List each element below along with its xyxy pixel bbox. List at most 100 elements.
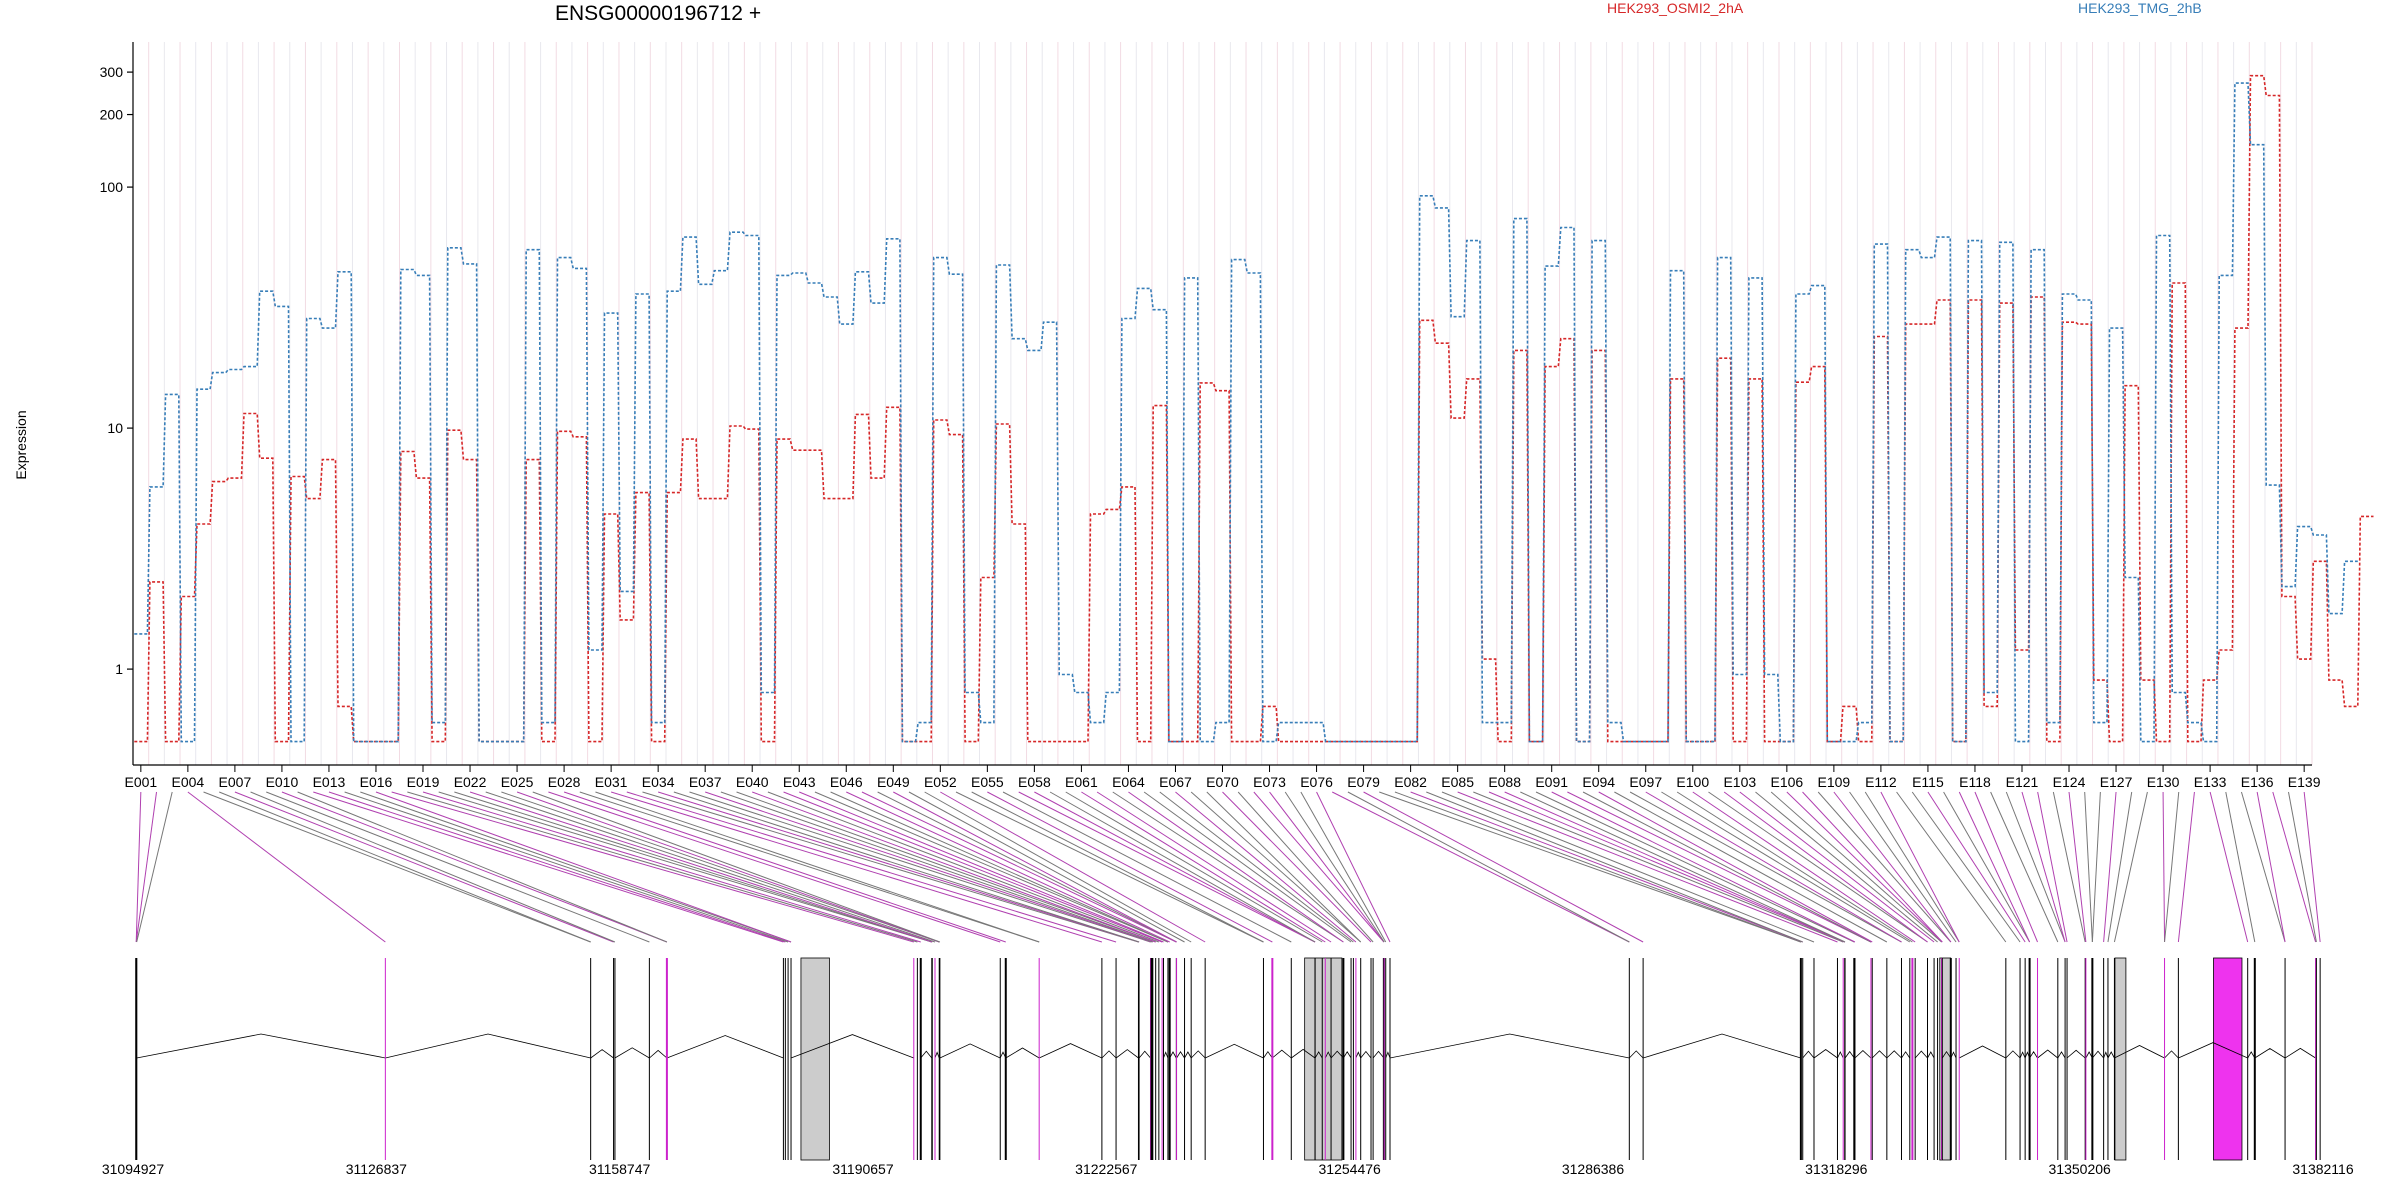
- connector-line: [2162, 791, 2166, 943]
- gene-model: [135, 957, 2321, 1161]
- connector-line: [2256, 791, 2286, 943]
- x-tick-label: E004: [172, 774, 205, 790]
- connector-line: [658, 791, 1140, 943]
- x-tick-label: E118: [1959, 774, 1991, 790]
- connector-line: [736, 791, 1156, 943]
- connector-line: [391, 791, 914, 943]
- connector-line: [1488, 791, 1845, 943]
- connector-line: [2164, 791, 2180, 943]
- coord-label: 31350206: [2049, 1161, 2112, 1177]
- x-tick-label: E007: [219, 774, 252, 790]
- connector-line: [1708, 791, 1928, 943]
- connector-line: [1002, 791, 1292, 943]
- connector-line: [1206, 791, 1362, 943]
- x-tick-label: E076: [1300, 774, 1333, 790]
- x-tick-label: E103: [1723, 774, 1756, 790]
- connector-line: [814, 791, 1169, 943]
- connector-line: [2113, 791, 2148, 943]
- connector-line: [924, 791, 1192, 943]
- x-tick-label: E037: [689, 774, 722, 790]
- connector-line: [1896, 791, 2007, 943]
- x-tick-label: E136: [2241, 774, 2274, 790]
- x-tick-label: E133: [2194, 774, 2227, 790]
- x-tick-label: E058: [1018, 774, 1051, 790]
- connector-line: [1394, 791, 1802, 943]
- legend-series-1: HEK293_OSMI2_2hA: [1607, 0, 1744, 16]
- connector-line: [1096, 791, 1332, 943]
- connector-line: [1520, 791, 1846, 943]
- connector-line: [1112, 791, 1344, 943]
- x-tick-label: E121: [2006, 774, 2039, 790]
- connector-line: [1692, 791, 1916, 943]
- x-tick-label: E013: [313, 774, 346, 790]
- connector-line: [1990, 791, 2059, 943]
- coord-label: 31382116: [2292, 1161, 2353, 1177]
- x-tick-label: E070: [1206, 774, 1239, 790]
- connector-line: [1190, 791, 1362, 943]
- exon-block: [2213, 957, 2243, 1161]
- x-tick-label: E079: [1347, 774, 1380, 790]
- connector-line: [2177, 791, 2195, 943]
- connector-line: [861, 791, 1177, 943]
- connector-line: [297, 791, 668, 943]
- connector-line: [516, 791, 940, 943]
- connector-line: [1253, 791, 1385, 943]
- connector-line: [940, 791, 1206, 943]
- connector-line: [1880, 791, 1960, 943]
- connector-line: [1849, 791, 1957, 943]
- connector-line: [752, 791, 1156, 943]
- connector-line: [532, 791, 941, 943]
- connector-line: [610, 791, 1103, 943]
- connector-line: [1802, 791, 1943, 943]
- connector-line: [360, 791, 792, 943]
- x-tick-label: E124: [2053, 774, 2086, 790]
- connector-line: [469, 791, 933, 943]
- connector-line: [2272, 791, 2317, 943]
- x-tick-label: E109: [1818, 774, 1851, 790]
- connector-line: [234, 791, 614, 943]
- connector-line: [1974, 791, 2038, 943]
- chart-title: ENSG00000196712 +: [555, 2, 762, 25]
- connector-line: [767, 791, 1160, 943]
- connector-line: [250, 791, 616, 943]
- connector-line: [1457, 791, 1838, 943]
- connector-line: [1755, 791, 1938, 943]
- x-tick-label: E061: [1065, 774, 1098, 790]
- x-tick-label: E043: [783, 774, 816, 790]
- connector-line: [1723, 791, 1928, 943]
- connector-line: [1363, 791, 1644, 943]
- coord-label: 31158747: [589, 1161, 650, 1177]
- connector-line: [1269, 791, 1385, 943]
- connector-line: [2287, 791, 2317, 943]
- connector-line: [2005, 791, 2066, 943]
- connector-line: [908, 791, 1185, 943]
- connector-line: [1128, 791, 1344, 943]
- x-tick-label: E019: [407, 774, 440, 790]
- connector-line: [563, 791, 1006, 943]
- connector-line: [1551, 791, 1856, 943]
- connector-line: [438, 791, 932, 943]
- x-tick-label: E130: [2147, 774, 2180, 790]
- connector-line: [1833, 791, 1952, 943]
- x-tick-label: E034: [642, 774, 675, 790]
- connector-line: [203, 791, 591, 943]
- series-line-2: [134, 82, 2358, 743]
- connector-line: [642, 791, 1139, 943]
- connector-line: [1582, 791, 1872, 943]
- x-tick-label: E139: [2288, 774, 2321, 790]
- x-tick-label: E052: [924, 774, 957, 790]
- x-tick-label: E100: [1676, 774, 1709, 790]
- connector-line: [1159, 791, 1354, 943]
- connector-line: [2021, 791, 2066, 943]
- connector-line: [266, 791, 650, 943]
- x-tick-label: E010: [266, 774, 299, 790]
- connector-line: [877, 791, 1177, 943]
- coord-label: 31222567: [1075, 1161, 1138, 1177]
- connector-line: [783, 791, 1163, 943]
- connector-line: [135, 791, 158, 943]
- x-tick-label: E064: [1112, 774, 1145, 790]
- coord-label: 31094927: [102, 1161, 165, 1177]
- y-tick-label: 10: [107, 420, 123, 436]
- connector-line: [720, 791, 1153, 943]
